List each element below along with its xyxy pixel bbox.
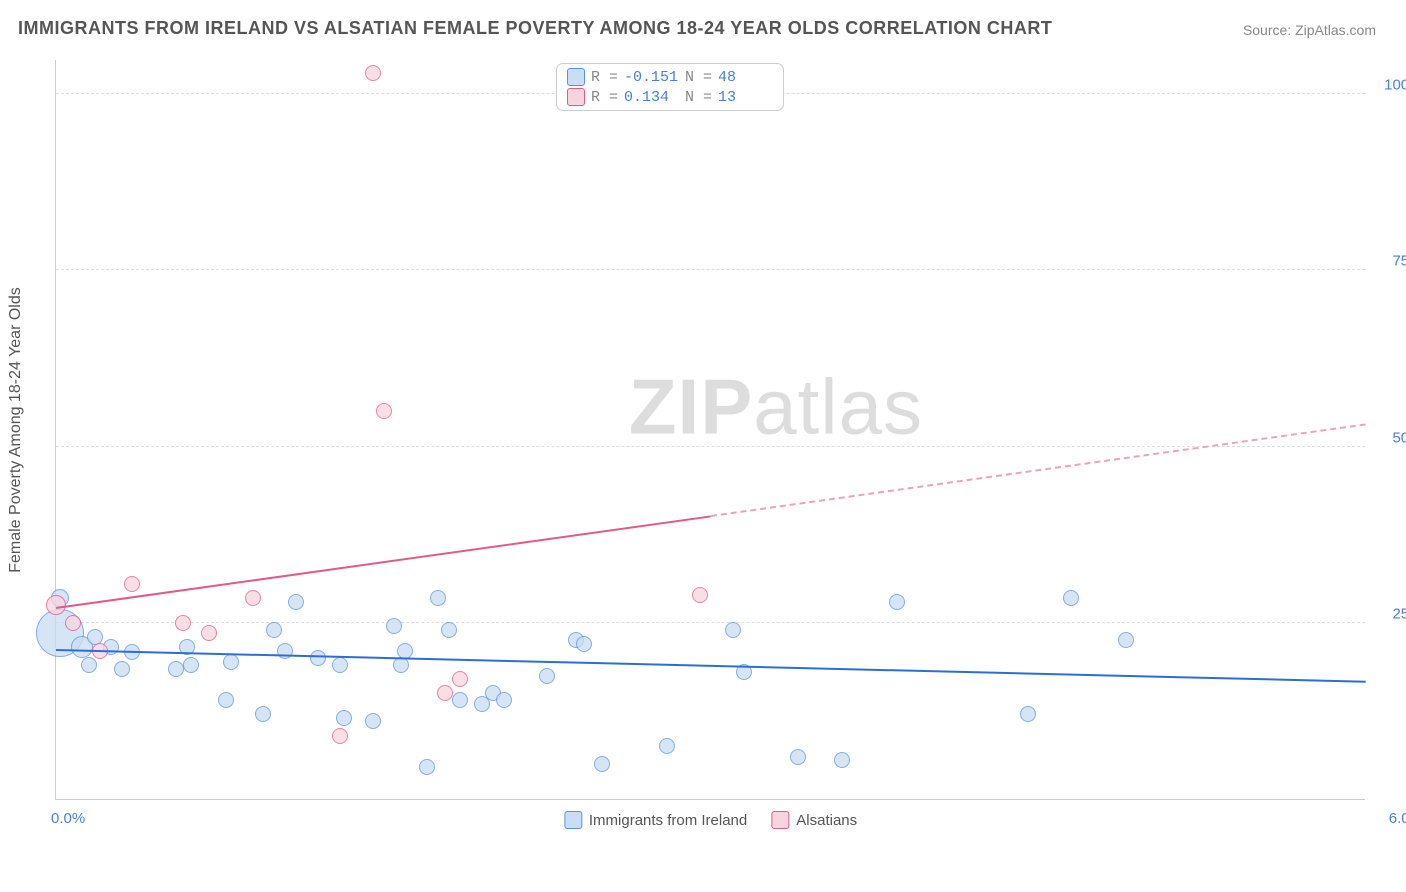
data-point-ireland	[168, 661, 184, 677]
r-label: R =	[591, 89, 618, 106]
data-point-alsatians	[124, 576, 140, 592]
x-tick-label: 0.0%	[51, 810, 85, 827]
data-point-alsatians	[201, 625, 217, 641]
chart-title: IMMIGRANTS FROM IRELAND VS ALSATIAN FEMA…	[18, 18, 1052, 39]
x-tick-label: 6.0%	[1389, 810, 1406, 827]
data-point-alsatians	[365, 65, 381, 81]
data-point-alsatians	[692, 587, 708, 603]
data-point-ireland	[81, 657, 97, 673]
data-point-ireland	[430, 590, 446, 606]
data-point-alsatians	[376, 403, 392, 419]
y-tick-label: 25.0%	[1375, 605, 1406, 622]
r-value-alsatians: 0.134	[624, 89, 679, 106]
data-point-alsatians	[437, 685, 453, 701]
n-label: N =	[685, 69, 712, 86]
n-value-alsatians: 13	[718, 89, 773, 106]
source-attribution: Source: ZipAtlas.com	[1243, 22, 1376, 38]
y-tick-label: 100.0%	[1375, 77, 1406, 94]
data-point-ireland	[310, 650, 326, 666]
data-point-ireland	[659, 738, 675, 754]
data-point-ireland	[1020, 706, 1036, 722]
trendline-ireland	[56, 649, 1366, 683]
data-point-ireland	[336, 710, 352, 726]
data-point-ireland	[441, 622, 457, 638]
y-axis-label: Female Poverty Among 18-24 Year Olds	[7, 287, 25, 573]
data-point-ireland	[496, 692, 512, 708]
gridline	[56, 269, 1365, 270]
data-point-ireland	[1118, 632, 1134, 648]
swatch-ireland	[567, 68, 585, 86]
data-point-ireland	[725, 622, 741, 638]
legend-label-ireland: Immigrants from Ireland	[589, 812, 747, 829]
data-point-ireland	[576, 636, 592, 652]
watermark-bold: ZIP	[629, 363, 753, 451]
legend-swatch-alsatians	[771, 811, 789, 829]
data-point-ireland	[114, 661, 130, 677]
gridline	[56, 446, 1365, 447]
stats-legend: R = -0.151 N = 48 R = 0.134 N = 13	[556, 63, 784, 111]
data-point-ireland	[790, 749, 806, 765]
legend-swatch-ireland	[564, 811, 582, 829]
data-point-ireland	[386, 618, 402, 634]
stats-row-ireland: R = -0.151 N = 48	[567, 67, 773, 87]
swatch-alsatians	[567, 88, 585, 106]
data-point-alsatians	[65, 615, 81, 631]
data-point-ireland	[452, 692, 468, 708]
y-tick-label: 75.0%	[1375, 253, 1406, 270]
n-value-ireland: 48	[718, 69, 773, 86]
chart-plot-area: Female Poverty Among 18-24 Year Olds ZIP…	[55, 60, 1365, 800]
y-tick-label: 50.0%	[1375, 429, 1406, 446]
data-point-ireland	[594, 756, 610, 772]
n-label: N =	[685, 89, 712, 106]
trendline-alsatians	[56, 515, 711, 609]
data-point-ireland	[365, 713, 381, 729]
data-point-alsatians	[452, 671, 468, 687]
r-value-ireland: -0.151	[624, 69, 679, 86]
data-point-ireland	[539, 668, 555, 684]
legend-item-alsatians: Alsatians	[771, 811, 857, 829]
r-label: R =	[591, 69, 618, 86]
data-point-ireland	[266, 622, 282, 638]
gridline	[56, 622, 1365, 623]
legend-item-ireland: Immigrants from Ireland	[564, 811, 747, 829]
legend-label-alsatians: Alsatians	[796, 812, 857, 829]
data-point-ireland	[218, 692, 234, 708]
series-legend: Immigrants from Ireland Alsatians	[564, 811, 857, 829]
data-point-alsatians	[332, 728, 348, 744]
watermark: ZIPatlas	[629, 362, 923, 453]
data-point-ireland	[419, 759, 435, 775]
data-point-ireland	[889, 594, 905, 610]
data-point-ireland	[834, 752, 850, 768]
data-point-ireland	[1063, 590, 1079, 606]
stats-row-alsatians: R = 0.134 N = 13	[567, 87, 773, 107]
data-point-ireland	[288, 594, 304, 610]
data-point-ireland	[332, 657, 348, 673]
watermark-rest: atlas	[753, 363, 923, 451]
data-point-alsatians	[245, 590, 261, 606]
data-point-alsatians	[175, 615, 191, 631]
data-point-ireland	[223, 654, 239, 670]
data-point-ireland	[183, 657, 199, 673]
data-point-ireland	[255, 706, 271, 722]
